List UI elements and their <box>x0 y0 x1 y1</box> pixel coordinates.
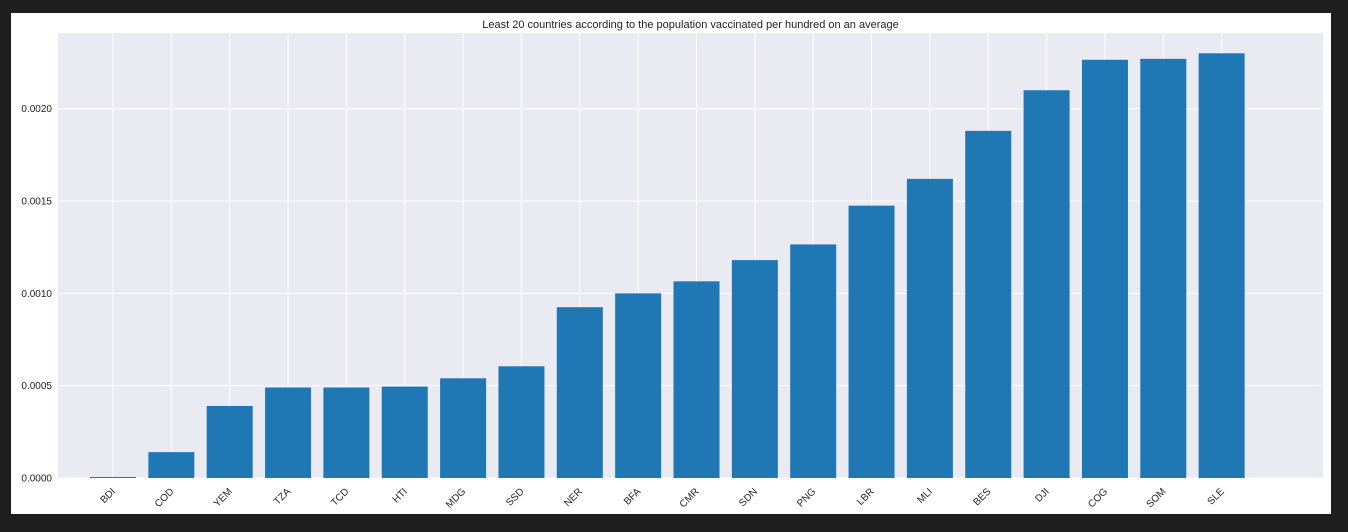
y-axis-ticks: 0.0000 0.0005 0.0010 0.0015 0.0020 <box>21 104 52 484</box>
x-tick-label: BES <box>971 486 993 508</box>
bar-ssd <box>498 366 545 478</box>
y-tick-label: 0.0000 <box>21 474 52 485</box>
x-tick-label: SLE <box>1206 486 1227 507</box>
x-tick-label: LBR <box>855 486 877 508</box>
bar-bdi <box>90 477 136 478</box>
bar-tcd <box>323 387 370 478</box>
bar-dji <box>1023 90 1070 478</box>
x-tick-label: TZA <box>272 486 293 507</box>
x-tick-label: COD <box>153 486 177 510</box>
bar-mli <box>906 178 953 478</box>
x-tick-label: DJI <box>1033 486 1051 504</box>
bar-bfa <box>615 293 662 478</box>
bar-bes <box>965 130 1012 478</box>
bar-sdn <box>731 260 778 478</box>
x-tick-label: HTI <box>391 486 410 505</box>
y-tick-label: 0.0020 <box>21 104 52 115</box>
bar-yem <box>206 405 253 478</box>
x-tick-label: NER <box>562 486 585 509</box>
x-tick-label: BFA <box>622 486 643 507</box>
x-tick-label: YEM <box>212 486 235 509</box>
x-tick-label: PNG <box>795 486 818 509</box>
bar-mdg <box>440 378 487 478</box>
x-tick-label: COG <box>1086 486 1110 510</box>
chart-title: Least 20 countries according to the popu… <box>482 19 898 31</box>
bar-lbr <box>848 205 895 478</box>
y-tick-label: 0.0015 <box>21 197 52 208</box>
bar-tza <box>265 387 312 478</box>
bar-cmr <box>673 281 720 478</box>
bar-chart: Least 20 countries according to the popu… <box>21 19 1323 511</box>
bar-ner <box>556 307 603 478</box>
x-tick-label: SSD <box>504 486 526 508</box>
y-tick-label: 0.0005 <box>21 381 52 392</box>
bar-sle <box>1198 53 1245 478</box>
chart-figure: Least 20 countries according to the popu… <box>11 13 1331 514</box>
bar-png <box>790 244 837 478</box>
x-tick-label: MDG <box>444 486 468 510</box>
bar-cod <box>148 452 195 478</box>
x-tick-label: BDI <box>99 486 119 506</box>
x-axis-ticks: BDI COD YEM TZA TCD HTI MDG SSD NER BFA CMR SDN PNG L… <box>99 486 1227 511</box>
x-tick-label: TCD <box>329 486 351 508</box>
x-tick-label: CMR <box>678 486 702 510</box>
bar-cog <box>1081 59 1128 478</box>
bar-hti <box>381 386 428 478</box>
x-tick-label: MLI <box>915 486 935 506</box>
bars <box>90 53 1245 479</box>
x-tick-label: SOM <box>1145 486 1169 510</box>
bar-som <box>1140 58 1187 479</box>
y-tick-label: 0.0010 <box>21 289 52 300</box>
x-tick-label: SDN <box>737 486 760 509</box>
